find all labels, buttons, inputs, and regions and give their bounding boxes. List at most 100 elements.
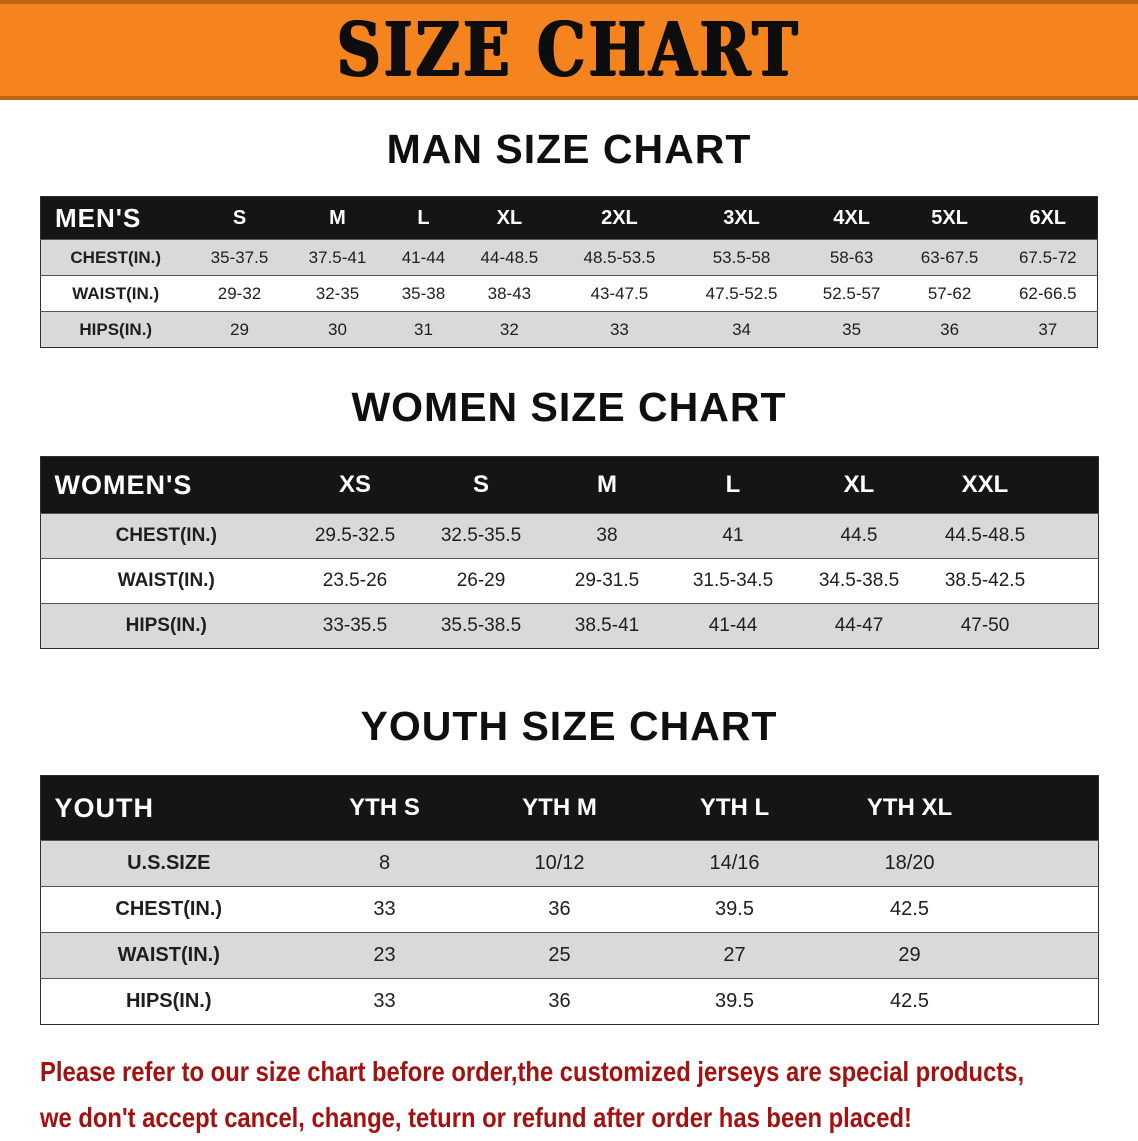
women-size-cell: 29-31.5 bbox=[544, 558, 670, 604]
youth-size-cell: 33 bbox=[297, 978, 472, 1025]
men-size-cell: 32 bbox=[460, 311, 559, 348]
women-size-cell: 47-50 bbox=[922, 603, 1048, 649]
youth-size-cell: 25 bbox=[472, 932, 647, 979]
women-column-header: XL bbox=[796, 456, 922, 514]
women-size-cell: 23.5-26 bbox=[292, 558, 418, 604]
spacer-cell bbox=[997, 840, 1098, 887]
men-table-title: MEN'S bbox=[40, 196, 191, 240]
women-size-cell: 35.5-38.5 bbox=[418, 603, 544, 649]
youth-size-cell: 23 bbox=[297, 932, 472, 979]
youth-table-title: YOUTH bbox=[40, 775, 297, 841]
youth-size-cell: 18/20 bbox=[822, 840, 997, 887]
youth-row-label: HIPS(IN.) bbox=[40, 978, 297, 1025]
men-row-label: WAIST(IN.) bbox=[40, 275, 191, 312]
men-size-cell: 34 bbox=[680, 311, 803, 348]
women-waist-row: WAIST(IN.) 23.5-26 26-29 29-31.5 31.5-34… bbox=[40, 558, 1098, 604]
spacer-cell bbox=[997, 775, 1098, 841]
youth-size-cell: 42.5 bbox=[822, 978, 997, 1025]
men-header-row: MEN'S S M L XL 2XL 3XL 4XL 5XL 6XL bbox=[40, 196, 1098, 240]
men-size-cell: 35-37.5 bbox=[190, 239, 289, 276]
men-size-cell: 53.5-58 bbox=[680, 239, 803, 276]
men-size-cell: 30 bbox=[288, 311, 387, 348]
youth-column-header: YTH S bbox=[297, 775, 472, 841]
women-size-cell: 26-29 bbox=[418, 558, 544, 604]
youth-size-cell: 27 bbox=[647, 932, 822, 979]
men-size-cell: 44-48.5 bbox=[460, 239, 559, 276]
men-column-header: M bbox=[288, 196, 387, 240]
men-size-cell: 62-66.5 bbox=[998, 275, 1098, 312]
women-size-cell: 44.5-48.5 bbox=[922, 513, 1048, 559]
men-row-label: HIPS(IN.) bbox=[40, 311, 191, 348]
women-size-cell: 44-47 bbox=[796, 603, 922, 649]
women-table-title: WOMEN'S bbox=[40, 456, 292, 514]
youth-size-cell: 29 bbox=[822, 932, 997, 979]
women-size-cell: 31.5-34.5 bbox=[670, 558, 796, 604]
men-size-cell: 35 bbox=[802, 311, 901, 348]
disclaimer-line-2: we don't accept cancel, change, teturn o… bbox=[40, 1102, 912, 1133]
women-header-row: WOMEN'S XS S M L XL XXL bbox=[40, 456, 1098, 514]
youth-size-cell: 42.5 bbox=[822, 886, 997, 933]
youth-hips-row: HIPS(IN.) 33 36 39.5 42.5 bbox=[40, 978, 1098, 1025]
youth-ussize-row: U.S.SIZE 8 10/12 14/16 18/20 bbox=[40, 840, 1098, 887]
men-row-label: CHEST(IN.) bbox=[40, 239, 191, 276]
women-chest-row: CHEST(IN.) 29.5-32.5 32.5-35.5 38 41 44.… bbox=[40, 513, 1098, 559]
women-column-header: L bbox=[670, 456, 796, 514]
men-size-cell: 29-32 bbox=[190, 275, 289, 312]
women-size-cell: 38 bbox=[544, 513, 670, 559]
men-size-cell: 57-62 bbox=[900, 275, 999, 312]
youth-column-header: YTH M bbox=[472, 775, 647, 841]
spacer-cell bbox=[1048, 603, 1098, 649]
men-column-header: 6XL bbox=[998, 196, 1098, 240]
youth-header-row: YOUTH YTH S YTH M YTH L YTH XL bbox=[40, 775, 1098, 841]
youth-size-cell: 36 bbox=[472, 978, 647, 1025]
men-hips-row: HIPS(IN.) 29 30 31 32 33 34 35 36 37 bbox=[40, 311, 1098, 348]
women-row-label: CHEST(IN.) bbox=[40, 513, 292, 559]
men-size-table: MEN'S S M L XL 2XL 3XL 4XL 5XL 6XL CHEST… bbox=[40, 196, 1098, 348]
women-size-cell: 44.5 bbox=[796, 513, 922, 559]
youth-row-label: CHEST(IN.) bbox=[40, 886, 297, 933]
women-section: WOMEN SIZE CHART WOMEN'S XS S M L XL XXL… bbox=[0, 384, 1138, 649]
men-size-cell: 32-35 bbox=[288, 275, 387, 312]
men-size-cell: 43-47.5 bbox=[558, 275, 681, 312]
women-row-label: WAIST(IN.) bbox=[40, 558, 292, 604]
men-size-cell: 47.5-52.5 bbox=[680, 275, 803, 312]
youth-chest-row: CHEST(IN.) 33 36 39.5 42.5 bbox=[40, 886, 1098, 933]
youth-section: YOUTH SIZE CHART YOUTH YTH S YTH M YTH L… bbox=[0, 703, 1138, 1025]
spacer-cell bbox=[1048, 456, 1098, 514]
youth-size-cell: 39.5 bbox=[647, 886, 822, 933]
spacer-cell bbox=[1048, 558, 1098, 604]
men-column-header: 3XL bbox=[680, 196, 803, 240]
women-size-table: WOMEN'S XS S M L XL XXL CHEST(IN.) 29.5-… bbox=[39, 456, 1099, 649]
men-size-cell: 41-44 bbox=[386, 239, 461, 276]
men-size-cell: 37 bbox=[998, 311, 1098, 348]
men-column-header: 4XL bbox=[802, 196, 901, 240]
youth-size-table: YOUTH YTH S YTH M YTH L YTH XL U.S.SIZE … bbox=[39, 775, 1099, 1025]
men-size-cell: 36 bbox=[900, 311, 999, 348]
women-size-cell: 41-44 bbox=[670, 603, 796, 649]
youth-row-label: U.S.SIZE bbox=[40, 840, 297, 887]
men-column-header: S bbox=[190, 196, 289, 240]
spacer-cell bbox=[997, 932, 1098, 979]
women-size-cell: 29.5-32.5 bbox=[292, 513, 418, 559]
men-chest-row: CHEST(IN.) 35-37.5 37.5-41 41-44 44-48.5… bbox=[40, 239, 1098, 276]
men-column-header: XL bbox=[460, 196, 559, 240]
women-size-cell: 41 bbox=[670, 513, 796, 559]
banner-title: SIZE CHART bbox=[337, 7, 801, 93]
youth-size-cell: 8 bbox=[297, 840, 472, 887]
men-size-cell: 31 bbox=[386, 311, 461, 348]
youth-size-cell: 10/12 bbox=[472, 840, 647, 887]
men-column-header: 2XL bbox=[558, 196, 681, 240]
men-size-cell: 37.5-41 bbox=[288, 239, 387, 276]
women-section-heading: WOMEN SIZE CHART bbox=[351, 384, 787, 430]
women-size-cell: 34.5-38.5 bbox=[796, 558, 922, 604]
youth-section-heading: YOUTH SIZE CHART bbox=[360, 703, 778, 749]
men-section-heading: MAN SIZE CHART bbox=[386, 126, 752, 172]
youth-size-cell: 36 bbox=[472, 886, 647, 933]
youth-row-label: WAIST(IN.) bbox=[40, 932, 297, 979]
disclaimer-line-1: Please refer to our size chart before or… bbox=[40, 1056, 1025, 1087]
women-hips-row: HIPS(IN.) 33-35.5 35.5-38.5 38.5-41 41-4… bbox=[40, 603, 1098, 649]
men-waist-row: WAIST(IN.) 29-32 32-35 35-38 38-43 43-47… bbox=[40, 275, 1098, 312]
women-column-header: S bbox=[418, 456, 544, 514]
spacer-cell bbox=[997, 886, 1098, 933]
